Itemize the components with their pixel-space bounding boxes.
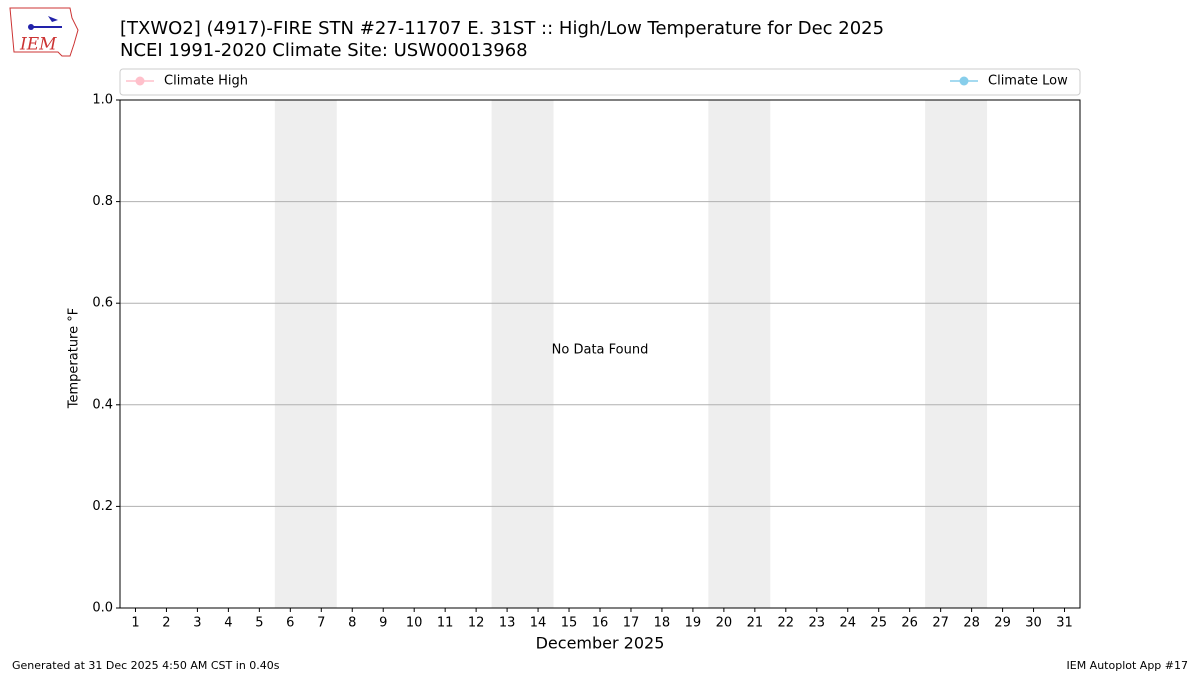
plot-frame — [119, 99, 1081, 609]
x-tick-label: 6 — [286, 616, 294, 631]
logo: IEM — [9, 7, 79, 57]
x-tick-label: 26 — [901, 616, 918, 631]
x-tick-label: 2 — [162, 616, 170, 631]
x-tick-label: 18 — [654, 616, 671, 631]
weekend-span — [708, 100, 771, 608]
legend-marker — [135, 76, 145, 86]
x-tick-label: 10 — [406, 616, 423, 631]
x-tick-label: 19 — [685, 616, 702, 631]
x-tick-label: 3 — [193, 616, 201, 631]
y-axis-label: Temperature °F — [67, 308, 82, 409]
y-tick-label: 0.2 — [92, 499, 113, 514]
x-tick-label: 8 — [348, 616, 356, 631]
x-tick-label: 13 — [499, 616, 516, 631]
weekend-span — [274, 100, 337, 608]
y-tick-label: 0.8 — [92, 194, 113, 209]
chart-subtitle: NCEI 1991-2020 Climate Site: USW00013968 — [120, 40, 528, 61]
x-axis-label: December 2025 — [536, 634, 665, 653]
x-tick-label: 14 — [530, 616, 547, 631]
x-tick-label: 30 — [1025, 616, 1042, 631]
x-tick-label: 20 — [716, 616, 733, 631]
x-tick-label: 9 — [379, 616, 387, 631]
x-tick-label: 23 — [809, 616, 826, 631]
annotation: No Data Found — [552, 343, 649, 358]
x-tick-label: 11 — [437, 616, 454, 631]
x-tick-label: 29 — [994, 616, 1011, 631]
x-tick-label: 31 — [1056, 616, 1073, 631]
weekend-span — [491, 100, 554, 608]
y-tick-label: 1.0 — [92, 93, 113, 108]
x-tick-label: 28 — [963, 616, 980, 631]
chart-title: [TXWO2] (4917)-FIRE STN #27-11707 E. 31S… — [120, 18, 884, 39]
x-tick-label: 5 — [255, 616, 263, 631]
y-tick-label: 0.4 — [92, 397, 113, 412]
x-tick-label: 25 — [870, 616, 887, 631]
x-tick-label: 22 — [778, 616, 795, 631]
x-tick-label: 4 — [224, 616, 232, 631]
x-tick-label: 7 — [317, 616, 325, 631]
legend-marker — [959, 76, 969, 86]
footer-right: IEM Autoplot App #17 — [1067, 659, 1189, 672]
x-tick-label: 21 — [747, 616, 764, 631]
y-tick-label: 0.6 — [92, 296, 113, 311]
y-tick-label: 0.0 — [92, 601, 113, 616]
weekend-span — [925, 100, 988, 608]
legend-label: Climate High — [164, 74, 248, 89]
footer-left: Generated at 31 Dec 2025 4:50 AM CST in … — [12, 659, 280, 672]
logo-text: IEM — [19, 35, 57, 55]
legend-label: Climate Low — [988, 74, 1068, 89]
x-tick-label: 27 — [932, 616, 949, 631]
x-tick-label: 12 — [468, 616, 485, 631]
plot-area: 0.00.20.40.60.81.01 2 3 4 5 6 7 8 9 10 11 12 13 14 15 1… — [92, 93, 1081, 631]
x-tick-label: 16 — [592, 616, 609, 631]
x-tick-label: 24 — [839, 616, 856, 631]
x-tick-label: 15 — [561, 616, 578, 631]
x-tick-label: 17 — [623, 616, 640, 631]
legend — [119, 68, 1081, 96]
x-tick-label: 1 — [131, 616, 139, 631]
